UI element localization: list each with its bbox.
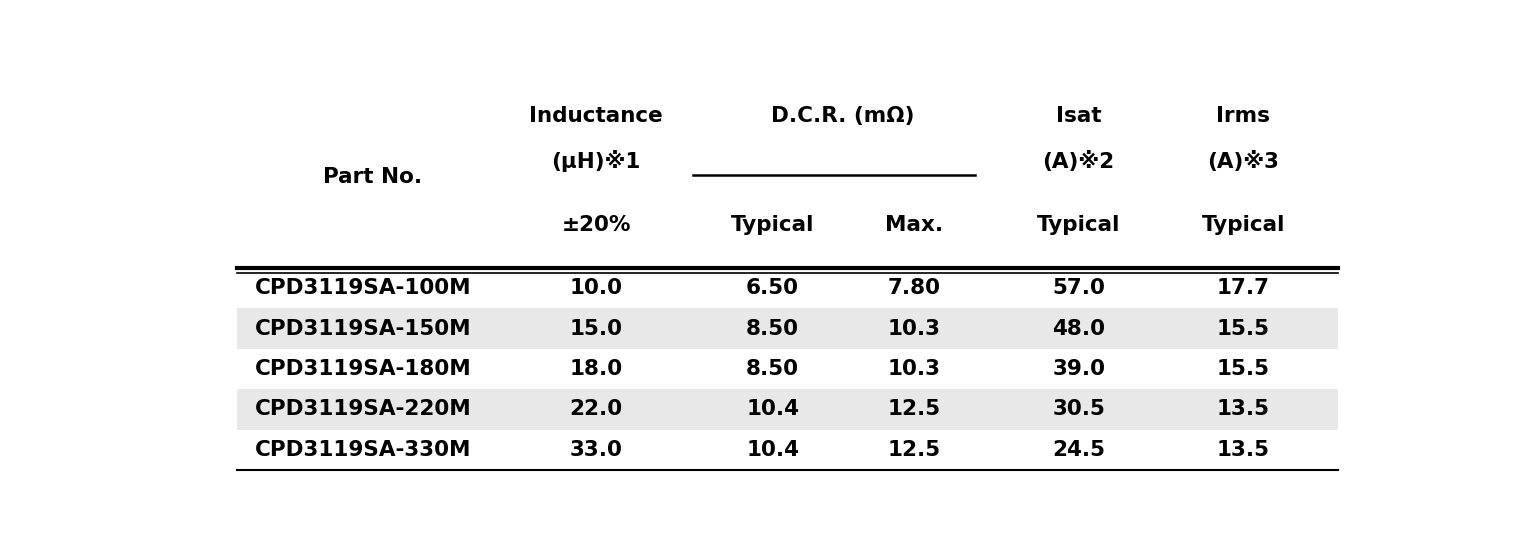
Text: 10.3: 10.3 bbox=[887, 319, 940, 339]
Text: Typical: Typical bbox=[731, 215, 814, 235]
Bar bbox=[237, 349, 1338, 389]
Bar bbox=[237, 389, 1338, 430]
Text: 10.3: 10.3 bbox=[887, 359, 940, 379]
Text: CPD3119SA-100M: CPD3119SA-100M bbox=[255, 278, 471, 299]
Text: Max.: Max. bbox=[884, 215, 943, 235]
Text: 13.5: 13.5 bbox=[1217, 440, 1270, 460]
Text: (A)※2: (A)※2 bbox=[1042, 150, 1115, 172]
Text: 18.0: 18.0 bbox=[570, 359, 623, 379]
Text: 17.7: 17.7 bbox=[1217, 278, 1270, 299]
Text: 33.0: 33.0 bbox=[570, 440, 623, 460]
Text: 22.0: 22.0 bbox=[570, 400, 623, 419]
Text: 13.5: 13.5 bbox=[1217, 400, 1270, 419]
Text: 10.0: 10.0 bbox=[570, 278, 623, 299]
Text: 10.4: 10.4 bbox=[746, 400, 799, 419]
Text: Irms: Irms bbox=[1217, 106, 1270, 126]
Text: 24.5: 24.5 bbox=[1053, 440, 1106, 460]
Text: 48.0: 48.0 bbox=[1053, 319, 1106, 339]
Text: 15.0: 15.0 bbox=[570, 319, 623, 339]
Text: 6.50: 6.50 bbox=[746, 278, 799, 299]
Text: Typical: Typical bbox=[1202, 215, 1285, 235]
Text: 12.5: 12.5 bbox=[887, 440, 940, 460]
Text: 7.80: 7.80 bbox=[887, 278, 940, 299]
Text: 39.0: 39.0 bbox=[1053, 359, 1106, 379]
Text: 8.50: 8.50 bbox=[746, 319, 799, 339]
Text: (A)※3: (A)※3 bbox=[1208, 150, 1279, 172]
Text: Isat: Isat bbox=[1056, 106, 1101, 126]
Text: 15.5: 15.5 bbox=[1217, 319, 1270, 339]
Bar bbox=[237, 268, 1338, 309]
Text: Typical: Typical bbox=[1037, 215, 1121, 235]
Text: 8.50: 8.50 bbox=[746, 359, 799, 379]
Text: 15.5: 15.5 bbox=[1217, 359, 1270, 379]
Text: 10.4: 10.4 bbox=[746, 440, 799, 460]
Text: Part No.: Part No. bbox=[322, 167, 422, 187]
Bar bbox=[237, 430, 1338, 470]
Text: D.C.R. (mΩ): D.C.R. (mΩ) bbox=[772, 106, 914, 126]
Text: ±20%: ±20% bbox=[562, 215, 630, 235]
Bar bbox=[237, 309, 1338, 349]
Text: 12.5: 12.5 bbox=[887, 400, 940, 419]
Text: 30.5: 30.5 bbox=[1053, 400, 1106, 419]
Text: CPD3119SA-180M: CPD3119SA-180M bbox=[255, 359, 471, 379]
Text: CPD3119SA-220M: CPD3119SA-220M bbox=[255, 400, 471, 419]
Text: CPD3119SA-330M: CPD3119SA-330M bbox=[255, 440, 471, 460]
Text: 57.0: 57.0 bbox=[1053, 278, 1106, 299]
Text: CPD3119SA-150M: CPD3119SA-150M bbox=[255, 319, 471, 339]
Text: (μH)※1: (μH)※1 bbox=[551, 150, 641, 172]
Text: Inductance: Inductance bbox=[529, 106, 662, 126]
